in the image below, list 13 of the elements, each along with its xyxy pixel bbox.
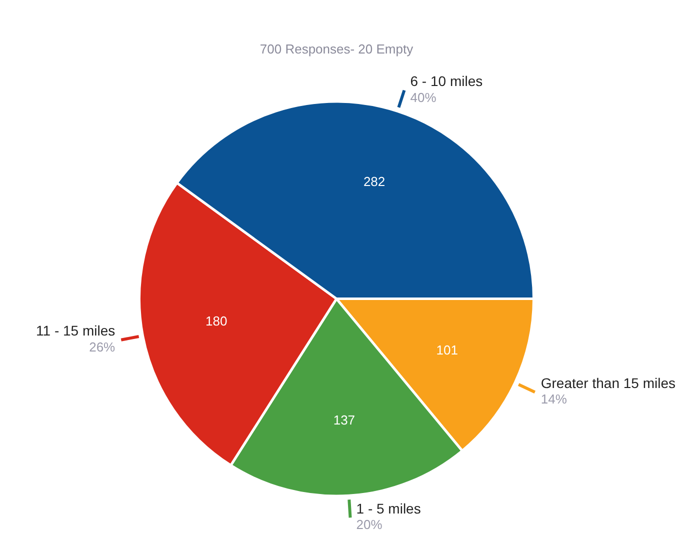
slice-label: 6 - 10 miles [410, 73, 483, 90]
data-label: 26% [89, 339, 116, 354]
data-label: 40% [410, 90, 437, 105]
slice-label: 11 - 15 miles [36, 322, 116, 339]
chart-title: 700 Responses- 20 Empty [260, 41, 414, 56]
data-label: 20% [356, 517, 383, 532]
data-label: 14% [540, 392, 568, 407]
text: 282 [363, 174, 386, 190]
text: 180 [206, 313, 228, 328]
text: 137 [333, 412, 356, 428]
text: 101 [436, 342, 458, 358]
slice-label: 1 - 5 miles [356, 500, 421, 516]
slice-label: Greater than 15 miles [540, 375, 676, 392]
